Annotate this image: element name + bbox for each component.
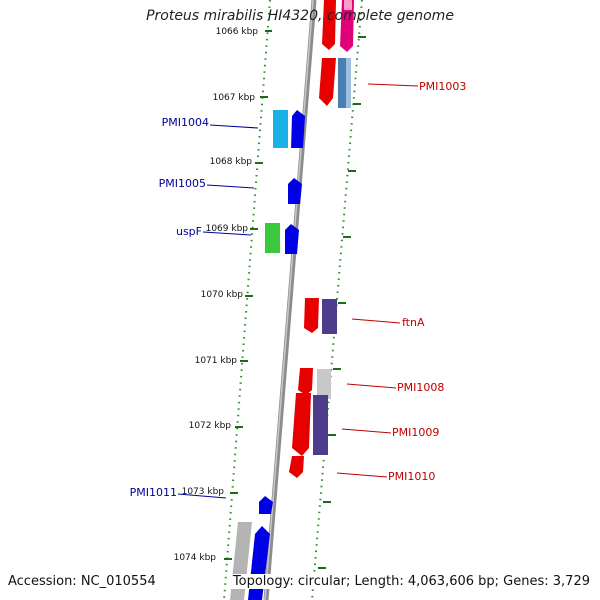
forward-leader-lines	[336, 83, 419, 478]
gene-box-uspf-green	[265, 223, 280, 253]
gene-box-pmi1004-cyan	[273, 110, 288, 148]
gene-label-pmi1010: PMI1010	[388, 470, 435, 483]
gene-label-pmi1005: PMI1005	[159, 177, 206, 190]
gene-arrow-pmi1005-blue	[288, 178, 302, 204]
kbp-ticks	[224, 30, 366, 569]
gene-label-pmi1009: PMI1009	[392, 426, 439, 439]
gene-arrow-pmi1011-blue	[259, 496, 273, 514]
gene-box-ftna	[322, 299, 337, 334]
gene-label-ftna: ftnA	[402, 316, 425, 329]
gene-label-uspf: uspF	[176, 225, 202, 238]
gene-arrow-pmi1004-blue	[291, 110, 305, 148]
gene-label-pmi1003: PMI1003	[419, 80, 466, 93]
gene-arrow-top-magenta	[340, 0, 354, 52]
gene-label-pmi1008: PMI1008	[397, 381, 444, 394]
genome-summary-text: Topology: circular; Length: 4,063,606 bp…	[230, 574, 590, 589]
tick-label-1071: 1071 kbp	[195, 356, 238, 366]
tick-label-1068: 1068 kbp	[210, 157, 253, 167]
gene-arrow-ftna-red	[304, 298, 319, 333]
tick-label-1073: 1073 kbp	[182, 487, 225, 497]
gene-arrow-pmi1010-red	[289, 456, 304, 478]
tick-label-1070: 1070 kbp	[201, 290, 244, 300]
map-title: Proteus mirabilis HI4320, complete genom…	[146, 8, 454, 24]
genome-backbone-highlight	[264, 0, 314, 600]
tick-label-1067: 1067 kbp	[213, 93, 256, 103]
gene-arrow-pmi1003-red	[319, 58, 336, 106]
gene-arrow-uspf-blue	[285, 224, 299, 254]
gene-label-pmi1011: PMI1011	[130, 486, 177, 499]
reverse-leader-lines	[177, 124, 259, 499]
tick-label-1074: 1074 kbp	[174, 553, 217, 563]
gene-arrow-pmi1009-red	[292, 393, 311, 456]
gene-label-pmi1004: PMI1004	[162, 116, 209, 129]
tick-label-1066: 1066 kbp	[216, 27, 259, 37]
accession-text: Accession: NC_010554	[8, 574, 156, 589]
gene-arrow-top-pink	[344, 0, 352, 10]
gene-arrow-top-red	[322, 0, 336, 50]
genome-backbone	[263, 0, 317, 600]
gene-box-pmi1009	[313, 395, 328, 455]
gene-box-pmi1008	[317, 369, 331, 399]
tick-label-1069: 1069 kbp	[206, 224, 249, 234]
tick-label-1072: 1072 kbp	[189, 421, 232, 431]
gene-arrow-pmi1008-red	[298, 368, 313, 395]
forward-genes	[289, 0, 354, 478]
reverse-genes	[230, 110, 305, 600]
forward-scale-track	[311, 0, 363, 600]
gene-box-pmi1003-steel-light	[346, 58, 351, 108]
reverse-scale-track	[223, 0, 271, 600]
